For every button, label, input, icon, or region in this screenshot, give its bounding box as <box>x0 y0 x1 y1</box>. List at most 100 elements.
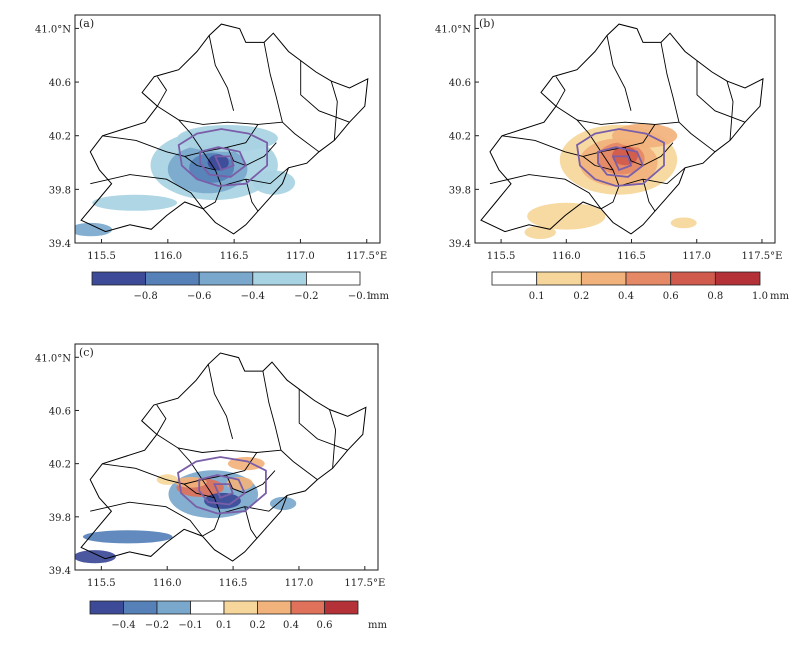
district-boundary-1 <box>156 434 282 453</box>
district-boundary-9 <box>576 119 656 153</box>
colorbar-label-0: −0.8 <box>133 291 157 302</box>
anomaly-field-5 <box>92 194 178 211</box>
district-boundary-7 <box>220 495 288 514</box>
colorbar-swatch-5 <box>257 600 292 615</box>
anomaly-field-2 <box>204 492 241 509</box>
colorbar-label-3: −0.2 <box>294 291 318 302</box>
colorbar-unit: mm <box>370 291 389 302</box>
district-boundary-11 <box>582 156 614 171</box>
colorbar: −0.4 −0.2 −0.1 0.1 0.2 0.4 0.6 mm <box>89 600 387 631</box>
colorbar-label-3: 0.1 <box>216 620 232 631</box>
anomaly-field-4 <box>612 123 678 148</box>
colorbar-label-1: 0.2 <box>573 291 589 302</box>
colorbar-label-0: −0.4 <box>111 620 135 631</box>
colorbar-label-1: −0.6 <box>187 291 211 302</box>
y-tick-label-0: 39.4 <box>49 239 71 250</box>
y-tick-label-1: 39.8 <box>49 185 71 196</box>
urban-contour-1 <box>198 474 246 506</box>
district-boundary-2 <box>606 35 632 111</box>
anomaly-field-7 <box>670 217 697 229</box>
y-tick-label-3: 40.6 <box>449 78 471 89</box>
colorbar-swatch-1 <box>145 271 200 286</box>
colorbar-swatch-1 <box>123 600 158 615</box>
district-boundary-2 <box>208 35 235 111</box>
district-boundary-12 <box>555 76 566 107</box>
district-boundary-4 <box>298 389 348 451</box>
colorbar-swatch-3 <box>252 271 307 286</box>
x-tick-label-3: 117.0 <box>682 251 711 262</box>
province-boundary <box>480 23 764 235</box>
district-boundary-8 <box>244 506 258 539</box>
x-tick-label-1: 116.0 <box>154 251 183 262</box>
colorbar-label-2: −0.4 <box>241 291 265 302</box>
district-boundary-11 <box>184 156 216 171</box>
x-tick-label-2: 116.5 <box>219 578 248 589</box>
colorbar-label-4: 0.8 <box>707 291 723 302</box>
colorbar-label-1: −0.2 <box>145 620 169 631</box>
colorbar-label-0: 0.1 <box>529 291 545 302</box>
district-boundary-11 <box>183 483 215 499</box>
colorbar-swatch-1 <box>536 271 582 286</box>
urban-contour-1 <box>199 146 247 178</box>
district-boundary-8 <box>642 179 656 212</box>
colorbar-unit: mm <box>770 291 789 302</box>
y-tick-label-4: 41.0°N <box>35 353 71 364</box>
y-tick-label-3: 40.6 <box>49 78 71 89</box>
district-boundary-3 <box>262 371 318 480</box>
colorbar-swatch-2 <box>580 271 627 286</box>
x-tick-label-1: 116.0 <box>552 251 581 262</box>
colorbar-label-6: 0.6 <box>317 620 333 631</box>
colorbar-unit: mm <box>368 620 387 631</box>
map-panel-body <box>480 23 764 239</box>
x-tick-label-0: 115.5 <box>87 251 116 262</box>
district-boundary-7 <box>618 167 686 187</box>
anomaly-field-7 <box>252 170 296 195</box>
x-tick-label-3: 117.0 <box>286 251 315 262</box>
panel-label: (c) <box>79 346 94 359</box>
x-tick-label-4: 117.5°E <box>346 251 387 262</box>
colorbar-label-3: 0.6 <box>663 291 679 302</box>
map-panel-body <box>75 23 369 237</box>
urban-contour-2 <box>213 483 234 499</box>
panel-label: (b) <box>479 17 495 30</box>
colorbar-swatch-4 <box>670 271 716 286</box>
district-boundary-4 <box>696 60 746 123</box>
urban-contour-2 <box>611 155 633 172</box>
colorbar-label-5: 1.0 <box>752 291 768 302</box>
colorbar: 0.1 0.2 0.4 0.6 0.8 1.0 mm <box>491 271 789 302</box>
district-boundary-0 <box>501 135 602 157</box>
y-tick-label-2: 40.2 <box>49 460 71 471</box>
x-tick-label-4: 117.5°E <box>344 578 385 589</box>
x-tick-label-3: 117.0 <box>285 578 314 589</box>
colorbar-label-5: 0.4 <box>283 620 299 631</box>
anomaly-field-5 <box>527 202 606 230</box>
district-boundary-3 <box>263 42 320 153</box>
district-boundary-5 <box>489 174 602 210</box>
y-tick-label-2: 40.2 <box>49 132 71 143</box>
plot-frame <box>74 343 379 571</box>
district-boundary-0 <box>102 135 204 157</box>
anomaly-field-9 <box>269 496 297 511</box>
colorbar-label-2: 0.4 <box>618 291 634 302</box>
colorbar-swatch-0 <box>89 600 124 615</box>
colorbar-swatch-7 <box>324 600 359 615</box>
x-tick-label-1: 116.0 <box>153 578 182 589</box>
colorbar-swatch-5 <box>714 271 761 286</box>
panel-label: (a) <box>79 17 94 30</box>
colorbar-swatch-6 <box>290 600 325 615</box>
y-tick-label-2: 40.2 <box>449 132 471 143</box>
district-boundary-1 <box>157 105 283 125</box>
x-tick-label-0: 115.5 <box>87 578 116 589</box>
colorbar-label-4: −0.1 <box>348 291 372 302</box>
province-boundary <box>80 23 369 235</box>
colorbar-swatch-0 <box>491 271 538 286</box>
colorbar-swatch-3 <box>625 271 672 286</box>
map-panel-1: (b) 115.5 116.0 116.5 117.0 117.5°E 39.4 39.8 40… <box>435 14 789 302</box>
anomaly-field-5 <box>82 530 173 544</box>
y-tick-label-3: 40.6 <box>49 406 71 417</box>
x-tick-label-2: 116.5 <box>220 251 249 262</box>
plot-frame <box>474 14 776 244</box>
x-tick-label-4: 117.5°E <box>741 251 782 262</box>
district-boundary-0 <box>102 463 203 485</box>
province-boundary <box>80 352 367 562</box>
